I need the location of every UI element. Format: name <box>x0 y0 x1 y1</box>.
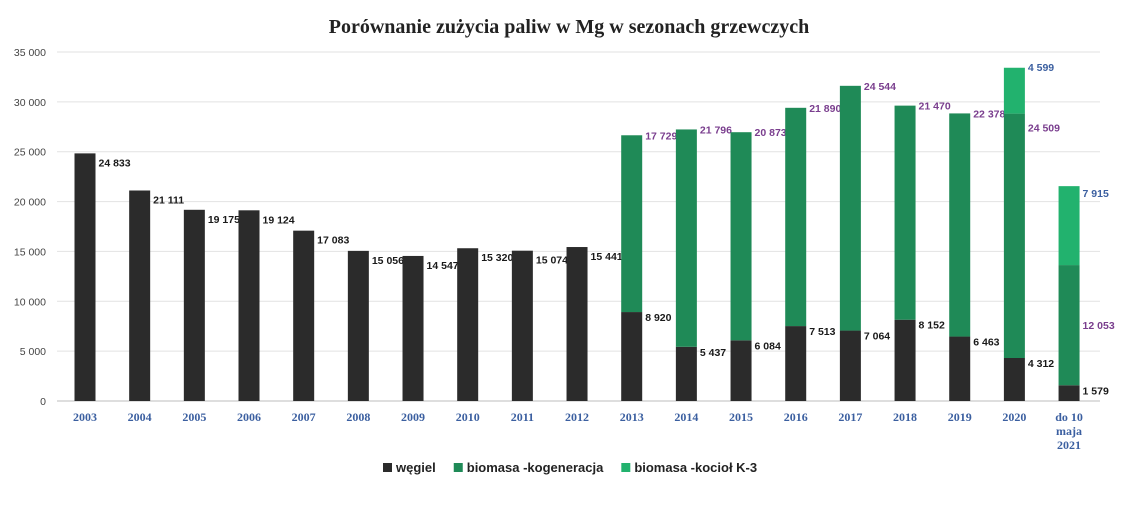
x-tick-label: do 10 <box>1055 410 1083 424</box>
bar-biomasa-kocioł-k-3 <box>1058 186 1080 266</box>
x-tick-label: 2007 <box>292 410 316 424</box>
data-label: 15 441 <box>591 251 623 263</box>
bar-biomasa-kogeneracja <box>839 85 861 331</box>
data-label: 7 513 <box>809 326 835 338</box>
data-label: 8 920 <box>645 312 671 324</box>
data-label: 24 833 <box>99 157 131 169</box>
x-tick-label: 2015 <box>729 410 753 424</box>
data-label: 14 547 <box>427 260 459 272</box>
bar-biomasa-kogeneracja <box>949 113 971 337</box>
x-tick-label: 2005 <box>182 410 206 424</box>
y-tick-label: 20 000 <box>14 197 46 209</box>
data-label: 12 053 <box>1083 320 1115 332</box>
data-label: 21 890 <box>809 103 841 115</box>
bar-węgiel <box>457 248 479 401</box>
bar-biomasa-kogeneracja <box>675 129 697 347</box>
data-label: 15 074 <box>536 255 568 267</box>
bar-węgiel <box>839 330 861 401</box>
bar-biomasa-kogeneracja <box>1003 113 1025 359</box>
data-label: 15 320 <box>481 252 513 264</box>
bar-węgiel <box>949 336 971 401</box>
y-tick-label: 15 000 <box>14 246 46 258</box>
bar-węgiel <box>785 326 807 401</box>
bar-węgiel <box>74 153 96 401</box>
x-tick-label: 2021 <box>1057 438 1081 452</box>
legend-swatch <box>383 463 392 472</box>
bar-węgiel <box>293 230 315 401</box>
data-label: 4 599 <box>1028 62 1054 74</box>
x-tick-label: 2009 <box>401 410 425 424</box>
y-tick-label: 25 000 <box>14 147 46 159</box>
x-tick-label: 2010 <box>456 410 480 424</box>
x-tick-label: 2018 <box>893 410 917 424</box>
data-label: 1 579 <box>1083 385 1109 397</box>
bar-biomasa-kogeneracja <box>785 107 807 327</box>
data-label: 20 873 <box>755 127 787 139</box>
data-label: 7 064 <box>864 331 890 343</box>
x-tick-label: 2008 <box>346 410 370 424</box>
data-label: 21 111 <box>153 194 184 206</box>
x-tick-label: 2012 <box>565 410 589 424</box>
data-label: 4 312 <box>1028 358 1054 370</box>
y-tick-label: 35 000 <box>14 47 46 59</box>
x-tick-label: 2006 <box>237 410 261 424</box>
data-label: 19 124 <box>263 214 295 226</box>
bar-biomasa-kocioł-k-3 <box>1003 67 1025 114</box>
x-tick-label: maja <box>1056 424 1082 438</box>
bar-węgiel <box>675 346 697 401</box>
bar-węgiel <box>730 340 752 401</box>
y-tick-label: 0 <box>40 396 46 408</box>
x-tick-label: 2016 <box>784 410 808 424</box>
bar-węgiel <box>238 210 260 401</box>
bar-węgiel <box>183 209 205 401</box>
x-tick-label: 2017 <box>838 410 862 424</box>
data-label: 19 175 <box>208 214 240 226</box>
data-label: 7 915 <box>1083 188 1109 200</box>
x-tick-label: 2011 <box>511 410 534 424</box>
data-label: 5 437 <box>700 347 726 359</box>
x-tick-label: 2003 <box>73 410 97 424</box>
data-label: 6 463 <box>973 337 999 349</box>
bar-węgiel <box>347 250 369 401</box>
y-tick-label: 5 000 <box>20 346 46 358</box>
x-tick-label: 2004 <box>128 410 152 424</box>
data-label: 21 796 <box>700 124 732 136</box>
legend-swatch <box>621 463 631 472</box>
data-label: 17 729 <box>645 130 677 142</box>
data-label: 15 056 <box>372 255 404 267</box>
bar-węgiel <box>1003 358 1025 401</box>
y-tick-label: 10 000 <box>14 296 46 308</box>
legend-label: biomasa -kogeneracja <box>467 460 604 475</box>
bar-węgiel <box>621 312 643 401</box>
data-label: 21 470 <box>919 101 951 113</box>
bar-węgiel <box>402 255 424 401</box>
bar-węgiel <box>566 247 588 401</box>
bar-węgiel <box>129 190 151 401</box>
legend-label: biomasa -kocioł K-3 <box>634 460 757 475</box>
x-tick-label: 2019 <box>948 410 972 424</box>
x-tick-label: 2013 <box>620 410 644 424</box>
bar-biomasa-kogeneracja <box>894 105 916 320</box>
x-tick-label: 2020 <box>1002 410 1026 424</box>
data-label: 22 378 <box>973 108 1005 120</box>
legend-swatch <box>453 463 463 472</box>
x-tick-label: 2014 <box>674 410 698 424</box>
data-label: 17 083 <box>317 235 349 247</box>
bar-biomasa-kogeneracja <box>1058 265 1080 386</box>
data-label: 8 152 <box>919 320 945 332</box>
bar-biomasa-kogeneracja <box>730 132 752 341</box>
chart-title: Porównanie zużycia paliw w Mg w sezonach… <box>329 16 809 38</box>
bar-biomasa-kogeneracja <box>621 135 643 313</box>
bar-węgiel <box>511 250 533 401</box>
legend-label: węgiel <box>395 460 436 475</box>
data-label: 24 509 <box>1028 123 1060 135</box>
data-label: 6 084 <box>755 340 781 352</box>
data-label: 24 544 <box>864 81 896 93</box>
bar-węgiel <box>1058 385 1080 401</box>
bar-węgiel <box>894 319 916 401</box>
y-tick-label: 30 000 <box>14 97 46 109</box>
